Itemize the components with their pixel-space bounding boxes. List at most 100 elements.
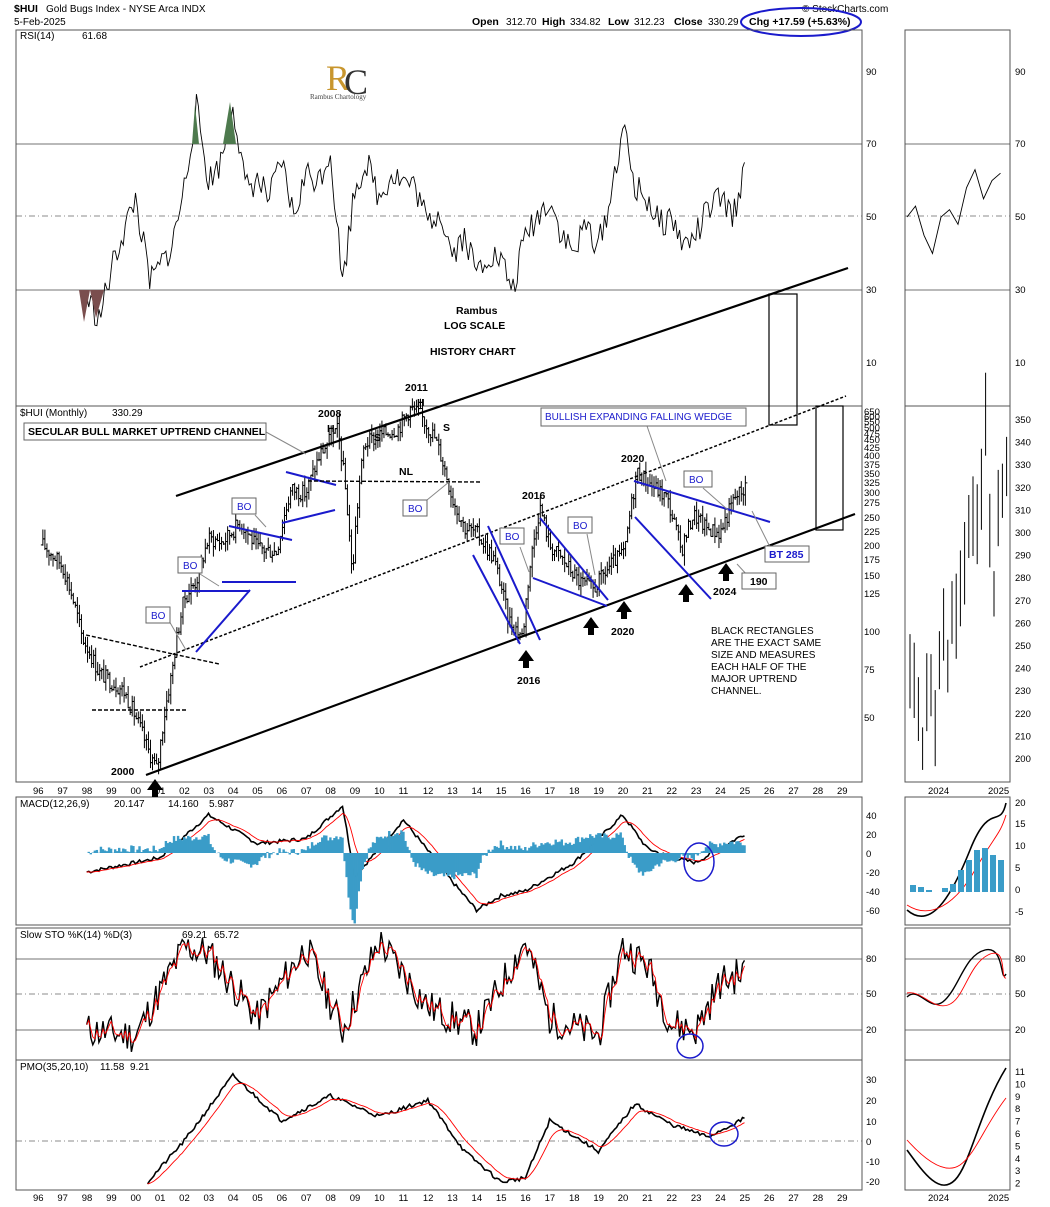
macd-tick-right: 20 bbox=[1015, 798, 1026, 809]
close-value: 330.29 bbox=[708, 17, 739, 28]
macd-histogram-bar bbox=[672, 853, 675, 862]
macd-histogram-bar bbox=[270, 853, 273, 855]
macd-histogram-bar bbox=[174, 840, 178, 853]
macd-histogram-bar bbox=[467, 853, 470, 876]
macd-histogram-bar bbox=[128, 851, 131, 853]
pmo-line-right bbox=[906, 1067, 1007, 1186]
x-tick-year: 97 bbox=[57, 786, 68, 797]
pmo-signal-right bbox=[906, 1097, 1007, 1169]
macd-histogram-bar bbox=[651, 853, 655, 869]
macd-histogram-bar bbox=[619, 832, 622, 853]
macd-histogram-bar bbox=[260, 853, 263, 858]
macd-histogram-bar bbox=[597, 833, 600, 853]
x-tick-year: 11 bbox=[398, 786, 408, 797]
macd-histogram-bar bbox=[507, 848, 511, 853]
macd-histogram-bar bbox=[142, 849, 145, 853]
x-tick-year: 23 bbox=[691, 1193, 702, 1204]
macd-histogram-bar bbox=[223, 853, 226, 861]
price-tick: 75 bbox=[864, 665, 875, 676]
callout-box bbox=[540, 407, 747, 427]
macd-histogram-bar bbox=[692, 853, 695, 861]
macd-histogram-bar bbox=[189, 836, 192, 853]
macd-histogram-bar bbox=[493, 846, 497, 853]
macd-panel: MACD(12,26,9) 20.147 14.160 5.987 40 20 … bbox=[15, 796, 1026, 926]
macd-histogram-bar bbox=[379, 836, 383, 853]
macd-histogram-bar bbox=[617, 834, 620, 853]
price-tick: 350 bbox=[864, 469, 880, 480]
rsi-tick: 10 bbox=[866, 358, 877, 369]
macd-histogram-bar bbox=[436, 853, 440, 875]
macd-histogram-bar bbox=[221, 853, 224, 859]
price-tick: 200 bbox=[864, 541, 880, 552]
macd-histogram-bar bbox=[680, 853, 683, 855]
x-tick-year: 99 bbox=[106, 786, 117, 797]
price-label: $HUI (Monthly) bbox=[20, 408, 87, 419]
macd-histogram-bar bbox=[406, 846, 409, 853]
x-tick-year: 17 bbox=[545, 1193, 556, 1204]
price-tick-right: 260 bbox=[1015, 618, 1031, 629]
open-label: Open bbox=[472, 16, 499, 28]
macd-histogram-bar bbox=[580, 837, 584, 853]
pmo-tick-right: 3 bbox=[1015, 1166, 1020, 1177]
symbol: $HUI bbox=[14, 3, 38, 15]
macd-histogram-bar bbox=[219, 853, 222, 858]
macd-histogram-right bbox=[918, 887, 924, 892]
macd-histogram-bar bbox=[534, 844, 537, 853]
rsi-tick-right: 10 bbox=[1015, 358, 1026, 369]
macd-histogram-bar bbox=[394, 834, 397, 853]
macd-histogram-bar bbox=[721, 845, 724, 853]
note-2024: 2024 bbox=[713, 586, 737, 598]
x-tick-year: 97 bbox=[57, 1193, 68, 1204]
rsi-tick-right: 50 bbox=[1015, 212, 1026, 223]
macd-histogram-bar bbox=[455, 853, 458, 873]
price-tick: 450 bbox=[864, 435, 880, 446]
macd-histogram-bar bbox=[741, 845, 744, 853]
x-tick-year: 98 bbox=[82, 786, 93, 797]
macd-histogram-bar bbox=[727, 843, 730, 853]
macd-histogram-right bbox=[990, 855, 996, 892]
x-tick-year: 08 bbox=[325, 786, 336, 797]
macd-histogram-bar bbox=[136, 849, 139, 853]
macd-histogram-bar bbox=[402, 831, 405, 853]
macd-histogram-bar bbox=[623, 845, 626, 853]
macd-tick-right: 0 bbox=[1015, 885, 1020, 896]
macd-histogram-bar bbox=[158, 848, 162, 853]
macd-histogram-bar bbox=[312, 845, 316, 853]
macd-histogram-right bbox=[910, 885, 916, 892]
x-tick-year: 25 bbox=[740, 786, 751, 797]
macd-histogram-bar bbox=[371, 842, 375, 853]
macd-histogram-bar bbox=[544, 843, 547, 853]
price-tick-right: 300 bbox=[1015, 528, 1031, 539]
macd-histogram-bar bbox=[126, 851, 129, 853]
x-tick-year: 09 bbox=[350, 1193, 361, 1204]
macd-histogram-bar bbox=[176, 835, 180, 853]
macd-highlight-circle bbox=[683, 842, 715, 882]
pmo-tick-right: 4 bbox=[1015, 1154, 1020, 1165]
macd-histogram-bar bbox=[166, 843, 170, 853]
sto-tick-right: 50 bbox=[1015, 989, 1026, 1000]
x-tick-year: 12 bbox=[423, 786, 434, 797]
macd-histogram-bar bbox=[497, 847, 501, 853]
macd-histogram-bar bbox=[99, 846, 103, 853]
macd-histogram-bar bbox=[254, 853, 257, 865]
x-tick-year: 05 bbox=[252, 786, 263, 797]
x-tick-year: 18 bbox=[569, 786, 580, 797]
macd-histogram-bar bbox=[725, 843, 728, 853]
x-tick-year: 07 bbox=[301, 786, 312, 797]
macd-histogram-bar bbox=[227, 853, 231, 859]
pmo-tick-right: 8 bbox=[1015, 1104, 1020, 1115]
macd-histogram-bar bbox=[662, 853, 665, 860]
macd-histogram-bar bbox=[288, 853, 291, 855]
price-tick: 375 bbox=[864, 460, 880, 471]
macd-histogram-bar bbox=[341, 837, 344, 853]
note-shoulder: S bbox=[443, 422, 450, 434]
pmo-highlight-circle bbox=[709, 1121, 739, 1147]
macd-histogram-bar bbox=[737, 841, 740, 853]
macd-histogram-bar bbox=[524, 847, 527, 853]
macd-histogram-bar bbox=[115, 851, 119, 853]
macd-v2: 14.160 bbox=[168, 799, 199, 810]
macd-histogram-bar bbox=[645, 853, 649, 872]
macd-histogram-bar bbox=[422, 853, 425, 869]
macd-histogram-bar bbox=[178, 838, 182, 853]
macd-histogram-bar bbox=[591, 836, 594, 853]
